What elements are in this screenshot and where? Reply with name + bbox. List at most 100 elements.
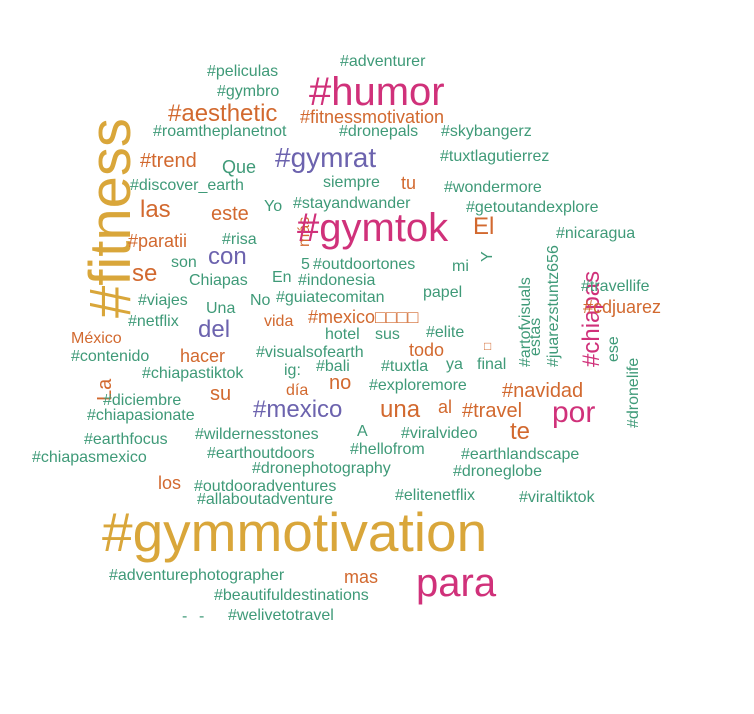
word-hashtag-aesthetic-4: #aesthetic <box>168 100 278 127</box>
word-hashtag-fitness-9: #fitness <box>78 118 143 318</box>
word-hashtag-beautifuldestinations-104: #beautifuldestinations <box>214 587 369 604</box>
word-una-44: Una <box>206 300 236 317</box>
word-dia-73: día <box>286 382 309 399</box>
word-hashtag-chiapasmexico-89: #chiapasmexico <box>32 449 147 466</box>
word-hashtag-outdoortones-33: #outdoortones <box>313 256 416 273</box>
word-hashtag-chiapasionate-78: #chiapasionate <box>87 407 195 424</box>
word-con-29: con <box>208 243 247 270</box>
word-al-81: al <box>438 397 453 417</box>
word-hotel-54: hotel <box>325 326 360 343</box>
word-su-77: su <box>210 383 232 405</box>
word-los-95: los <box>158 473 182 493</box>
word-hashtag-earthlandscape-92: #earthlandscape <box>461 446 580 463</box>
word-hashtag-mexico-52: #mexico□□□□ <box>308 307 419 327</box>
word-hashtag-chiapastiktok-66: #chiapastiktok <box>142 365 244 382</box>
word-hashtag-paratii-26: #paratii <box>128 231 188 251</box>
word-hashtag-earthoutdoors-90: #earthoutdoors <box>207 445 315 462</box>
word-son-31: son <box>171 254 197 271</box>
word-hashtag-navidad-75: #navidad <box>502 380 584 402</box>
word-te-84: te <box>510 418 531 445</box>
word-por-83: por <box>552 396 596 429</box>
word-hashtag-viajes-43: #viajes <box>138 292 188 309</box>
word-papel-47: papel <box>423 284 463 301</box>
word-hashtag-droneglobe-94: #droneglobe <box>453 463 542 480</box>
word-se-30: se <box>132 260 158 287</box>
word-hashtag-discover-earth-14: #discover_earth <box>130 177 244 194</box>
word-5-32: 5 <box>301 256 310 273</box>
word-hashtag-gymmotivation-100: #gymmotivation <box>102 501 488 563</box>
word-siempre-15: siempre <box>323 174 380 191</box>
word-hashtag-cdjuarez-48: #cdjuarez <box>583 297 662 317</box>
word-symbol-64: □ <box>484 339 492 353</box>
word-hashtag-gymbro-3: #gymbro <box>217 83 280 100</box>
word-mas-102: mas <box>344 567 379 587</box>
word-hashtag-dronelife-59: #dronelife <box>625 357 642 428</box>
word-hashtag-contenido-60: #contenido <box>71 348 150 365</box>
word-hashtag-exploremore-74: #exploremore <box>369 377 467 394</box>
word-mexico-53: México <box>71 330 122 347</box>
word-hashtag-travellife-42: #travellife <box>581 278 650 295</box>
word-hacer-61: hacer <box>180 346 226 366</box>
word-sus-55: sus <box>375 326 400 343</box>
word-hashtag-nicaragua-28: #nicaragua <box>556 225 636 242</box>
word-las-18: las <box>140 196 171 223</box>
word-estas-57: estas <box>527 317 544 356</box>
word-todo-63: todo <box>409 340 445 360</box>
word-hashtag-trend-10: #trend <box>140 150 197 172</box>
word-del-50: del <box>198 316 231 343</box>
word-hashtag-diciembre-76: #diciembre <box>103 392 182 409</box>
word-yo-20: Yo <box>264 198 283 215</box>
word-hashtag-earthfocus-85: #earthfocus <box>84 431 168 448</box>
word-hashtag-tuxtlagutierrez-13: #tuxtlagutierrez <box>440 148 550 165</box>
word-tu-16: tu <box>401 173 417 193</box>
word-hashtag-wondermore-17: #wondermore <box>444 179 542 196</box>
word-hashtag-allaboutadventure-97: #allaboutadventure <box>197 491 334 508</box>
word-hashtag-netflix-49: #netflix <box>128 313 179 330</box>
word-en-40: En <box>272 269 292 286</box>
word-hashtag-welivetotravel-107: #welivetotravel <box>228 607 334 624</box>
word-hashtag-skybangerz-8: #skybangerz <box>441 123 532 140</box>
word-mi-34: mi <box>452 258 469 275</box>
word-hashtag-peliculas-1: #peliculas <box>207 63 279 80</box>
word-hashtag-tuxtla-69: #tuxtla <box>381 358 429 375</box>
word-hashtag-wildernesstones-86: #wildernesstones <box>195 426 319 443</box>
word-hashtag-mexico-79: #mexico <box>253 396 343 423</box>
word-hashtag-adventurephotographer-101: #adventurephotographer <box>109 567 285 584</box>
word-hashtag-dronephotography-93: #dronephotography <box>252 460 391 477</box>
word-hashtag-stayandwander-21: #stayandwander <box>293 195 411 212</box>
word-hashtag-outdooradventures-96: #outdooradventures <box>194 478 337 495</box>
word-chiapas-39: Chiapas <box>189 272 248 289</box>
word-y-35: Y <box>479 251 496 262</box>
word-hashtag-viralvideo-88: #viralvideo <box>401 425 478 442</box>
word-vida-51: vida <box>264 313 294 330</box>
word-hashtag-viraltiktok-99: #viraltiktok <box>519 489 595 506</box>
word-hashtag-travel-82: #travel <box>462 400 523 422</box>
word-no-45: No <box>250 292 271 309</box>
word-hashtag-elitenetflix-98: #elitenetflix <box>395 487 476 504</box>
word-hashtag-bali-68: #bali <box>316 358 350 375</box>
word-hashtag-hellofrom-91: #hellofrom <box>350 441 425 458</box>
word-hashtag-humor-2: #humor <box>309 70 445 114</box>
word-ig-67: ig: <box>284 362 301 379</box>
word-symbol-106: - <box>199 608 205 625</box>
word-hashtag-fitnessmotivation-5: #fitnessmotivation <box>300 107 445 127</box>
word-para-103: para <box>416 561 497 605</box>
word-ese-58: ese <box>605 336 622 362</box>
word-hashtag-adventurer-0: #adventurer <box>340 53 426 70</box>
word-hashtag-dronepals-7: #dronepals <box>339 123 419 140</box>
word-no-72: no <box>329 372 352 394</box>
word-hashtag-gymtok-24: #gymtok <box>297 206 449 250</box>
word-hashtag-visualsofearth-62: #visualsofearth <box>256 344 364 361</box>
word-hashtag-juarezstuntz656-37: #juarezstuntz656 <box>545 245 562 367</box>
word-hashtag-getoutandexplore-22: #getoutandexplore <box>466 199 599 216</box>
word-ya-70: ya <box>446 356 463 373</box>
word-el-25: El <box>473 213 495 240</box>
word-este-19: este <box>211 203 249 225</box>
word-hashtag-roamtheplanetnot-6: #roamtheplanetnot <box>153 123 287 140</box>
word-una-80: una <box>380 396 421 423</box>
word-hashtag-guiatecomitan-46: #guiatecomitan <box>276 289 385 306</box>
word-final-71: final <box>477 356 507 373</box>
word-hashtag-gymrat-12: #gymrat <box>275 142 377 173</box>
word-hashtag-indonesia-41: #indonesia <box>298 272 376 289</box>
